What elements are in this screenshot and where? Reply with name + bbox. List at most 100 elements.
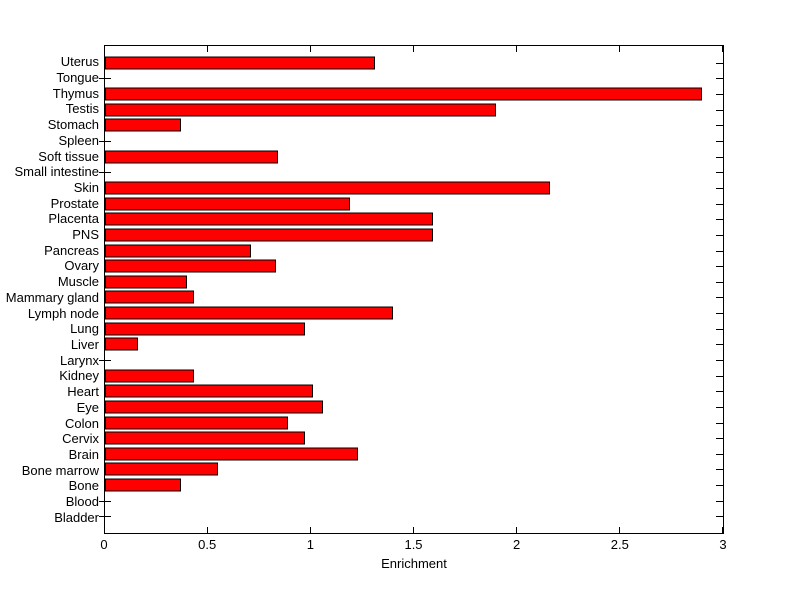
y-tick-right	[716, 234, 723, 236]
y-tick-right	[716, 391, 723, 393]
x-tick-bottom	[515, 527, 517, 533]
y-tick-right	[716, 406, 723, 408]
bar	[105, 416, 289, 430]
bar-row	[105, 477, 723, 493]
bar	[105, 337, 138, 351]
y-tick-right	[716, 328, 723, 330]
bar-row	[105, 383, 723, 399]
bar	[105, 197, 351, 211]
category-label: Uterus	[60, 54, 99, 70]
bar	[105, 259, 276, 273]
category-label: Colon	[65, 415, 99, 431]
y-tick-right	[716, 453, 723, 455]
category-label: Lymph node	[27, 305, 99, 321]
category-label: Muscle	[57, 274, 99, 290]
category-label: Small intestine	[14, 164, 99, 180]
x-tick-label: 1.5	[404, 537, 423, 552]
bar-row	[105, 102, 723, 118]
bar	[105, 181, 550, 195]
y-tick-right	[716, 344, 723, 346]
bar-row	[105, 55, 723, 71]
x-tick-top	[413, 46, 414, 52]
x-tick-label: 0.5	[198, 537, 217, 552]
y-tick-right	[716, 500, 723, 502]
x-tick-bottom	[206, 527, 208, 533]
y-tick-right	[716, 203, 723, 205]
y-axis-labels: Uterus Tongue Thymus Testis Stomach Spleen Sof…	[0, 45, 99, 534]
category-label: Lung	[70, 321, 99, 337]
y-tick-right	[716, 422, 723, 424]
bar-row	[99, 509, 723, 525]
x-tick-top	[206, 46, 208, 52]
x-tick-bottom	[619, 527, 620, 533]
category-label: Thymus	[52, 85, 99, 101]
category-label: Ovary	[64, 258, 99, 274]
category-label: Prostate	[50, 195, 99, 211]
y-tick-right	[716, 485, 723, 487]
bar	[105, 478, 182, 492]
bar-row	[105, 305, 723, 321]
y-tick-right	[716, 78, 723, 80]
x-axis-label: Enrichment	[381, 556, 447, 571]
bar	[105, 462, 219, 476]
bar-row	[99, 352, 723, 368]
x-tick-label: 1	[306, 537, 314, 552]
y-tick-right	[716, 516, 723, 518]
bar-row	[105, 368, 723, 384]
x-tick-bottom	[309, 527, 311, 533]
bar	[105, 384, 314, 398]
category-label: PNS	[72, 227, 99, 243]
category-label: Skin	[73, 179, 99, 195]
bar	[105, 290, 194, 304]
plot-area	[99, 45, 724, 534]
category-label: Mammary gland	[5, 289, 99, 305]
bar-row	[105, 86, 723, 102]
bar	[105, 228, 433, 242]
y-tick-right	[716, 219, 723, 221]
y-tick-right	[716, 266, 723, 268]
bar	[105, 322, 305, 336]
y-tick-right	[716, 156, 723, 158]
category-label: Liver	[70, 337, 99, 352]
bar-row	[99, 493, 723, 509]
y-tick-right	[716, 172, 723, 174]
bar	[105, 212, 433, 226]
bar	[105, 306, 394, 320]
zero-value-tick	[99, 172, 111, 174]
category-label: Kidney	[59, 368, 99, 384]
category-label: Tongue	[56, 70, 99, 86]
bar	[105, 431, 305, 445]
y-tick-right	[716, 438, 723, 440]
category-label: Bone marrow	[21, 462, 99, 478]
bar-row	[105, 211, 723, 227]
category-label: Testis	[65, 101, 99, 117]
category-label: Bone	[68, 478, 99, 494]
bar-row	[105, 337, 723, 353]
zero-value-tick	[99, 516, 111, 518]
bar	[105, 244, 252, 257]
bar	[105, 103, 497, 117]
zero-value-tick	[99, 500, 111, 502]
category-label: Pancreas	[44, 242, 99, 258]
x-tick-label: 2.5	[610, 537, 629, 552]
y-tick-right	[716, 141, 723, 143]
bar-row	[105, 321, 723, 337]
bar	[105, 447, 359, 461]
category-label: Heart	[67, 384, 99, 400]
category-label: Larynx	[59, 352, 99, 368]
category-label: Brain	[68, 446, 99, 462]
zero-value-tick	[99, 78, 111, 80]
bar	[105, 87, 703, 101]
y-tick-right	[716, 359, 723, 361]
bar-row	[105, 196, 723, 212]
x-tick-top	[722, 46, 723, 52]
x-tick-label: 2	[513, 537, 521, 552]
y-tick-right	[716, 297, 723, 299]
category-label: Cervix	[62, 431, 99, 447]
zero-value-tick	[99, 141, 111, 143]
bar	[105, 150, 279, 164]
y-tick-right	[716, 313, 723, 315]
x-tick-top	[515, 46, 517, 52]
bar	[105, 275, 188, 289]
